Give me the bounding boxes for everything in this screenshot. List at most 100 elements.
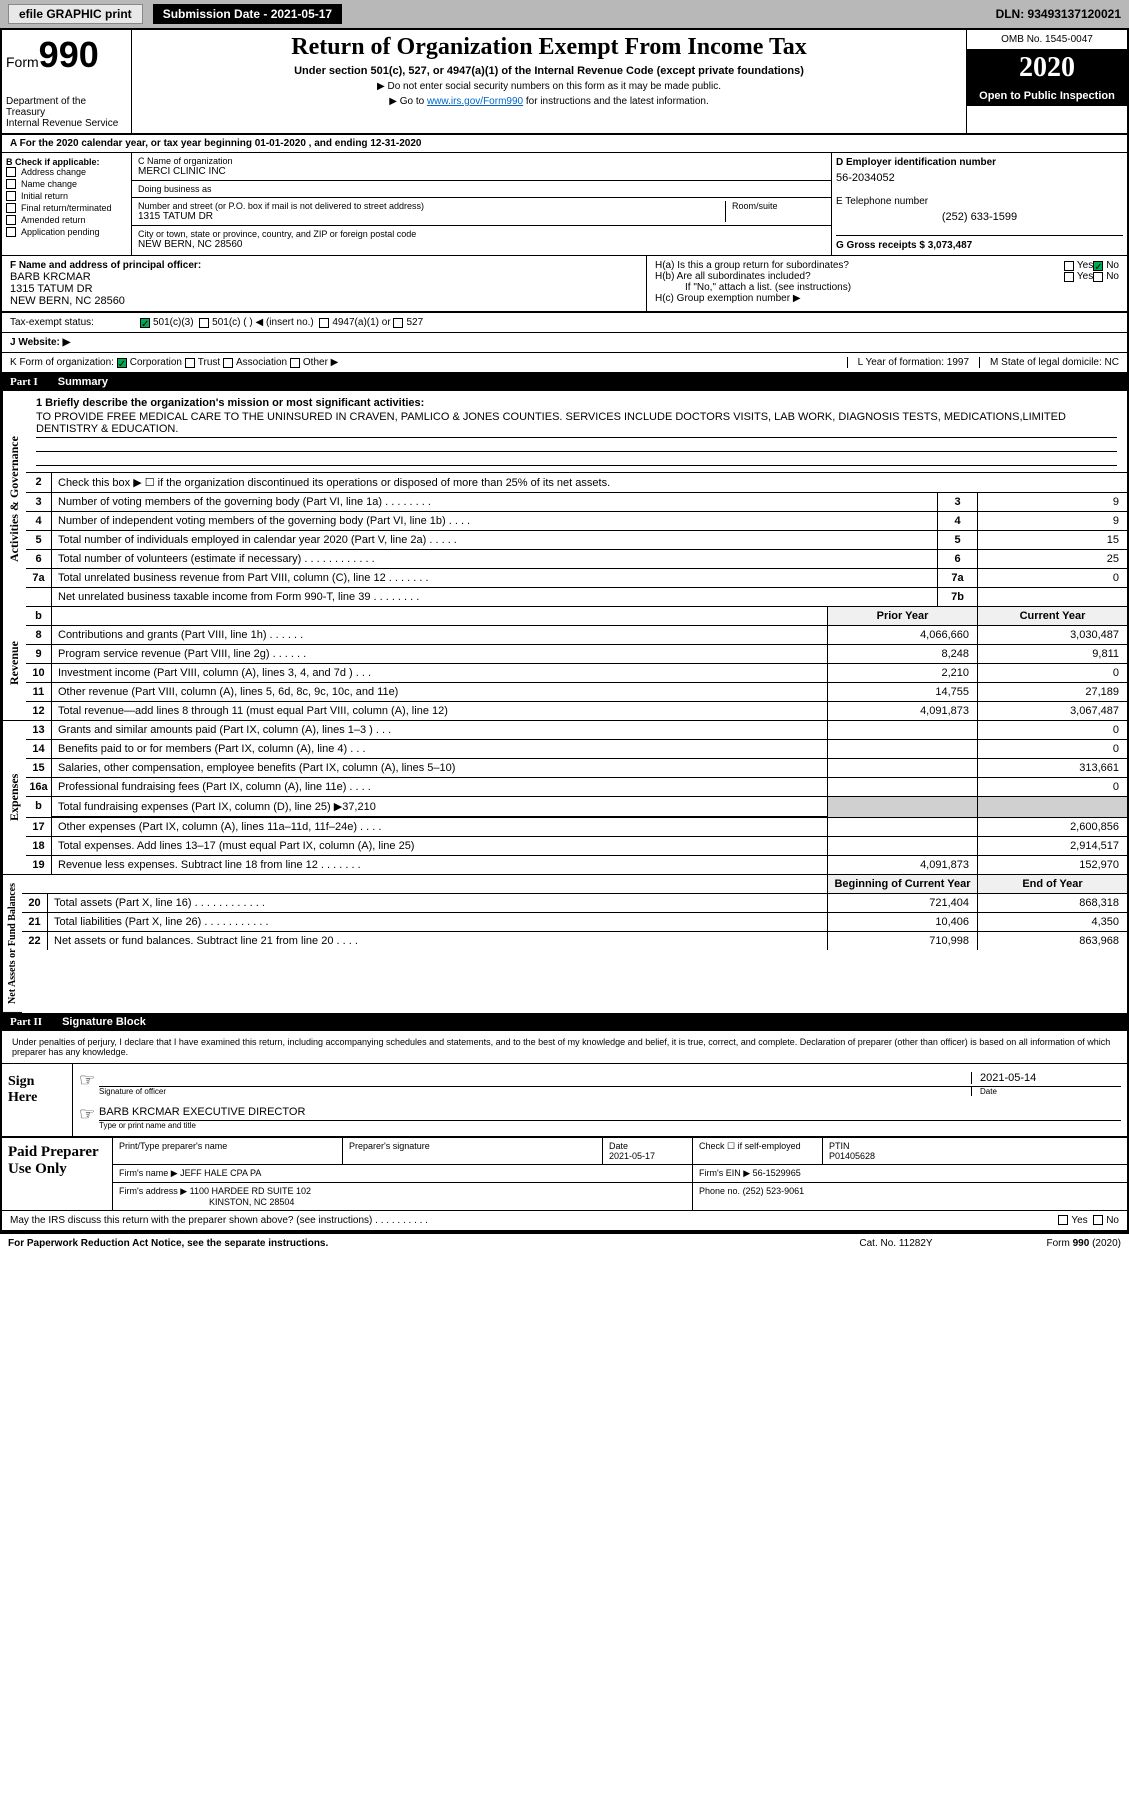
line-15-current: 313,661 [977,759,1127,777]
sig-officer-label: Signature of officer [99,1087,971,1096]
dln: DLN: 93493137120021 [996,7,1121,21]
line-11-current: 27,189 [977,683,1127,701]
cb-name-change[interactable]: Name change [21,179,77,189]
hb-no[interactable] [1093,272,1103,282]
part-i-header: Part I Summary [2,373,1127,391]
gross-receipts: G Gross receipts $ 3,073,487 [836,235,1123,251]
side-expenses: Expenses [2,721,26,875]
omb-number: OMB No. 1545-0047 [967,30,1127,50]
line-16b: Total fundraising expenses (Part IX, col… [52,797,827,817]
cb-trust[interactable] [185,358,195,368]
cat-number: Cat. No. 11282Y [821,1238,971,1249]
cb-assoc[interactable] [223,358,233,368]
firm-addr1: 1100 HARDEE RD SUITE 102 [190,1186,311,1196]
hb-label: H(b) Are all subordinates included? [655,271,1064,282]
cb-amended[interactable]: Amended return [21,215,86,225]
line-22-end: 863,968 [977,932,1127,950]
line-11: Other revenue (Part VIII, column (A), li… [52,683,827,701]
line-12-current: 3,067,487 [977,702,1127,720]
cb-final-return[interactable]: Final return/terminated [21,203,112,213]
line-21-end: 4,350 [977,913,1127,931]
irs-link[interactable]: www.irs.gov/Form990 [427,96,523,107]
line-20-begin: 721,404 [827,894,977,912]
tax-status-label: Tax-exempt status: [10,317,140,328]
tel-value: (252) 633-1599 [836,207,1123,235]
cb-application[interactable]: Application pending [21,227,100,237]
prep-sig-label: Preparer's signature [343,1138,603,1164]
discuss-no[interactable] [1093,1215,1103,1225]
ha-no[interactable]: ✓ [1093,261,1103,271]
cb-corp[interactable]: ✓ [117,358,127,368]
line-4: Number of independent voting members of … [52,512,937,530]
officer-label: F Name and address of principal officer: [10,260,638,271]
addr-value: 1315 TATUM DR [138,211,725,222]
instruction-1: ▶ Do not enter social security numbers o… [140,81,958,92]
cb-initial-return[interactable]: Initial return [21,191,68,201]
line-8-current: 3,030,487 [977,626,1127,644]
dba-label: Doing business as [138,184,825,194]
discuss-yes[interactable] [1058,1215,1068,1225]
footer-notice: For Paperwork Reduction Act Notice, see … [8,1238,328,1249]
cb-other[interactable] [290,358,300,368]
prior-year-header: Prior Year [827,607,977,625]
line-9-prior: 8,248 [827,645,977,663]
cb-address-change[interactable]: Address change [21,167,86,177]
line-5: Total number of individuals employed in … [52,531,937,549]
line-13: Grants and similar amounts paid (Part IX… [52,721,827,739]
line-15: Salaries, other compensation, employee b… [52,759,827,777]
line-20: Total assets (Part X, line 16) . . . . .… [48,894,827,912]
prep-name-label: Print/Type preparer's name [113,1138,343,1164]
cb-4947[interactable] [319,318,329,328]
line-4-val: 9 [977,512,1127,530]
city-value: NEW BERN, NC 28560 [138,239,825,250]
city-label: City or town, state or province, country… [138,229,825,239]
cb-501c3[interactable]: ✓ [140,318,150,328]
row-a-tax-year: A For the 2020 calendar year, or tax yea… [2,135,1127,153]
dept-treasury: Department of the Treasury [6,96,127,118]
line-18-current: 2,914,517 [977,837,1127,855]
hb-yes[interactable] [1064,272,1074,282]
tel-label: E Telephone number [836,196,1123,207]
room-label: Room/suite [732,201,825,211]
line-12: Total revenue—add lines 8 through 11 (mu… [52,702,827,720]
tax-year: 2020 [969,52,1125,84]
form-header: Form990 Department of the Treasury Inter… [2,30,1127,135]
line-19: Revenue less expenses. Subtract line 18 … [52,856,827,874]
top-bar: efile GRAPHIC print Submission Date - 20… [0,0,1129,28]
ptin-value: P01405628 [829,1151,875,1161]
end-year-header: End of Year [977,875,1127,893]
line-7b-val [977,588,1127,606]
form-number: 990 [39,34,99,75]
form-title: Return of Organization Exempt From Incom… [140,34,958,61]
line-12-prior: 4,091,873 [827,702,977,720]
cb-527[interactable] [393,318,403,328]
submission-date: Submission Date - 2021-05-17 [153,4,342,24]
line-7a: Total unrelated business revenue from Pa… [52,569,937,587]
line-17: Other expenses (Part IX, column (A), lin… [52,818,827,836]
line-21-begin: 10,406 [827,913,977,931]
cb-501c[interactable] [199,318,209,328]
officer-addr2: NEW BERN, NC 28560 [10,295,638,307]
current-year-header: Current Year [977,607,1127,625]
line-10: Investment income (Part VIII, column (A)… [52,664,827,682]
sign-here-label: Sign Here [2,1064,72,1136]
line-10-current: 0 [977,664,1127,682]
name-title-label: Type or print name and title [99,1121,1121,1130]
prep-self-employed[interactable]: Check ☐ if self-employed [693,1138,823,1164]
line-14-current: 0 [977,740,1127,758]
form-label: Form [6,54,39,70]
state-domicile: M State of legal domicile: NC [979,357,1119,368]
side-activities: Activities & Governance [2,391,26,607]
line-7a-val: 0 [977,569,1127,587]
efile-button[interactable]: efile GRAPHIC print [8,4,143,24]
discuss-question: May the IRS discuss this return with the… [10,1215,428,1226]
hc-label: H(c) Group exemption number ▶ [655,293,1119,304]
line-16a: Professional fundraising fees (Part IX, … [52,778,827,796]
line-9-current: 9,811 [977,645,1127,663]
line-13-current: 0 [977,721,1127,739]
website-label: J Website: ▶ [10,337,70,348]
line-6: Total number of volunteers (estimate if … [52,550,937,568]
mission-text: TO PROVIDE FREE MEDICAL CARE TO THE UNIN… [36,409,1117,438]
info-section: B Check if applicable: Address change Na… [2,153,1127,256]
ha-yes[interactable] [1064,261,1074,271]
